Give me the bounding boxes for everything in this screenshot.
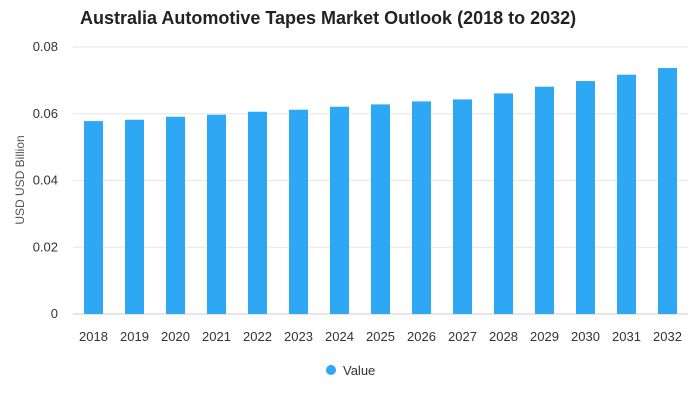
- x-tick-label: 2018: [79, 329, 108, 344]
- bars: [84, 68, 677, 315]
- y-tick-label: 0.04: [33, 173, 58, 188]
- chart-title: Australia Automotive Tapes Market Outloo…: [80, 8, 577, 28]
- bar-2028[interactable]: [494, 93, 513, 314]
- y-tick-label: 0: [51, 306, 58, 321]
- x-tick-label: 2029: [530, 329, 559, 344]
- bar-2031[interactable]: [617, 74, 636, 314]
- bar-2025[interactable]: [371, 104, 390, 314]
- x-tick-label: 2026: [407, 329, 436, 344]
- bar-2023[interactable]: [289, 109, 308, 315]
- bar-2032[interactable]: [658, 68, 677, 315]
- bar-2021[interactable]: [207, 114, 226, 314]
- x-tick-label: 2027: [448, 329, 477, 344]
- x-tick-label: 2019: [120, 329, 149, 344]
- bar-2020[interactable]: [166, 116, 185, 314]
- y-tick-label: 0.08: [33, 39, 58, 54]
- x-tick-label: 2020: [161, 329, 190, 344]
- y-axis-title: USD USD Billion: [13, 135, 27, 224]
- x-tick-labels: 2018 2019 2020 2021 2022 2023 2024 2025 2026 2027…: [79, 329, 682, 344]
- x-tick-label: 2021: [202, 329, 231, 344]
- bar-2030[interactable]: [576, 81, 595, 314]
- bar-2029[interactable]: [535, 86, 554, 314]
- x-tick-label: 2025: [366, 329, 395, 344]
- bar-2026[interactable]: [412, 101, 431, 315]
- y-tick-label: 0.02: [33, 239, 58, 254]
- bar-2018[interactable]: [84, 121, 103, 314]
- x-tick-label: 2022: [243, 329, 272, 344]
- x-tick-label: 2031: [612, 329, 641, 344]
- bar-2024[interactable]: [330, 106, 349, 315]
- x-tick-label: 2023: [284, 329, 313, 344]
- x-tick-label: 2030: [571, 329, 600, 344]
- y-tick-label: 0.06: [33, 106, 58, 121]
- legend-marker: [326, 365, 336, 375]
- bar-2019[interactable]: [125, 119, 144, 314]
- x-tick-label: 2028: [489, 329, 518, 344]
- legend-label: Value: [343, 363, 375, 378]
- bar-2027[interactable]: [453, 99, 472, 315]
- y-tick-labels: 0 0.02 0.04 0.06 0.08: [33, 39, 58, 321]
- x-tick-label: 2024: [325, 329, 354, 344]
- legend[interactable]: Value: [326, 363, 375, 378]
- bar-2022[interactable]: [248, 111, 267, 314]
- x-tick-label: 2032: [653, 329, 682, 344]
